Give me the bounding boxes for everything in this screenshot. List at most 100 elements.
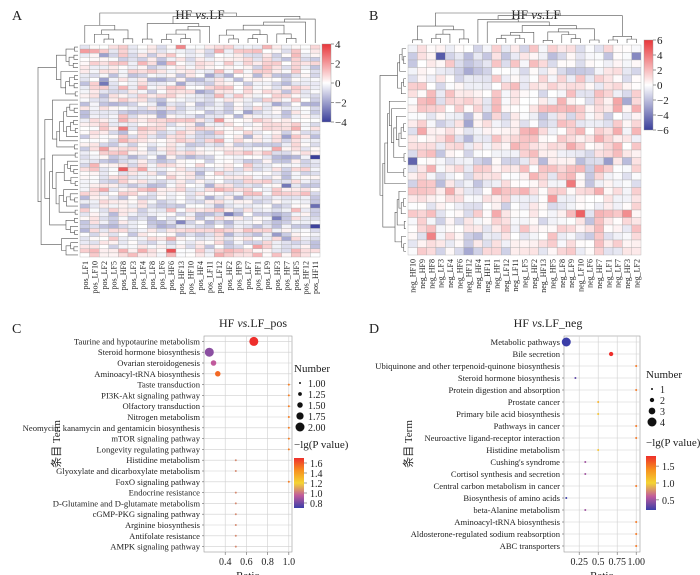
heatmap-cell [204,48,215,54]
heatmap-cell [252,126,263,131]
heatmap-cell [454,52,465,61]
heatmap-cell [603,202,614,211]
heatmap-cell [262,203,273,209]
dendrogram-link [608,39,618,43]
heatmap-cell [175,211,186,217]
heatmap-cell [223,211,234,217]
heatmap-cell [281,138,292,144]
heatmap-cell [175,114,186,119]
heatmap-cell [137,65,148,70]
heatmap-cell [243,195,253,201]
heatmap-cell [262,224,273,229]
heatmap-cell [426,232,437,241]
heatmap-cell [594,247,604,256]
heatmap-cell [501,59,511,68]
column-label: pos_LF5 [110,261,119,289]
heatmap-cell [310,130,321,135]
dendrogram-link [73,169,78,174]
heatmap-cell [127,126,138,131]
heatmap-cell [233,158,244,164]
heatmap-cell [214,175,225,180]
heatmap-cell [603,52,614,61]
heatmap-cell [233,163,244,168]
heatmap-cell [147,252,157,258]
heatmap-cell [482,52,493,61]
heatmap-cell [156,65,167,70]
heatmap-cell [175,52,186,58]
heatmap-cell [262,81,273,86]
heatmap-cell [195,244,205,250]
heatmap-cell [118,167,129,172]
dendrogram-link [417,25,454,40]
heatmap-cell [528,232,539,241]
column-label: pos_LF4 [138,261,147,289]
heatmap-cell [204,69,215,74]
heatmap-cell [99,199,109,205]
heatmap-cell [252,228,263,233]
heatmap-cell [243,167,253,172]
column-label: pos_HF11 [311,261,320,294]
heatmap-cell [538,44,548,53]
heatmap-cell [538,82,548,91]
heatmap-cell [175,220,186,225]
heatmap-cell [584,44,595,53]
heatmap-cell [528,134,539,143]
x-axis-label: Ratio [236,570,260,575]
heatmap-cell [137,154,148,160]
heatmap-cell [204,142,215,148]
heatmap-cell [175,126,186,131]
dendrogram-link [161,39,172,43]
heatmap-cell [79,57,90,62]
heatmap-cell [252,130,263,135]
heatmap-cell [89,65,100,70]
heatmap-cell [281,57,292,62]
heatmap-cell [252,244,263,250]
heatmap-cell [310,179,321,184]
heatmap-cell [108,207,119,213]
heatmap-cell [99,163,109,168]
heatmap-cell [127,81,138,86]
heatmap-cell [271,183,282,188]
heatmap-cell [262,220,273,225]
heatmap-cell [538,149,548,158]
heatmap-cell [426,194,437,203]
heatmap-cell [612,112,623,121]
heatmap-cell [175,73,186,78]
column-label: pos_LF9 [263,261,272,289]
dendrogram-link [612,36,632,41]
heatmap-cell [262,187,273,192]
heatmap-cell [510,157,521,166]
heatmap-legend-bar [321,43,332,123]
dendrogram-link [37,67,57,203]
column-label: neg_LF10 [576,259,585,292]
column-label: pos_LF3 [129,261,138,289]
heatmap-cell [243,65,253,70]
heatmap-cell [556,82,567,91]
column-label: pos_HF13 [177,261,186,294]
heatmap-cell [445,232,455,241]
heatmap-cell [407,44,418,53]
heatmap-cell [510,74,521,83]
heatmap-cell [291,118,301,123]
heatmap-cell [195,65,205,70]
heatmap-cell [137,179,148,184]
heatmap-cell [291,57,301,62]
heatmap-cell [175,228,186,233]
heatmap-cell [291,81,301,86]
heatmap-cell [271,207,282,213]
panel-label-d: D [369,322,379,337]
heatmap-cell [435,67,446,76]
dendrogram-link [74,230,78,235]
heatmap-cell [214,163,225,168]
heatmap-cell [99,220,109,225]
dendrogram-link [74,181,78,186]
heatmap-cell [195,89,205,95]
heatmap-cell [195,118,205,123]
heatmap-cell [575,157,586,166]
heatmap-cell [491,82,502,91]
heatmap-cell [79,175,90,180]
heatmap-cell [482,164,493,173]
heatmap-cell [233,130,244,135]
heatmap-cell [566,187,576,196]
heatmap-cell [166,101,177,107]
